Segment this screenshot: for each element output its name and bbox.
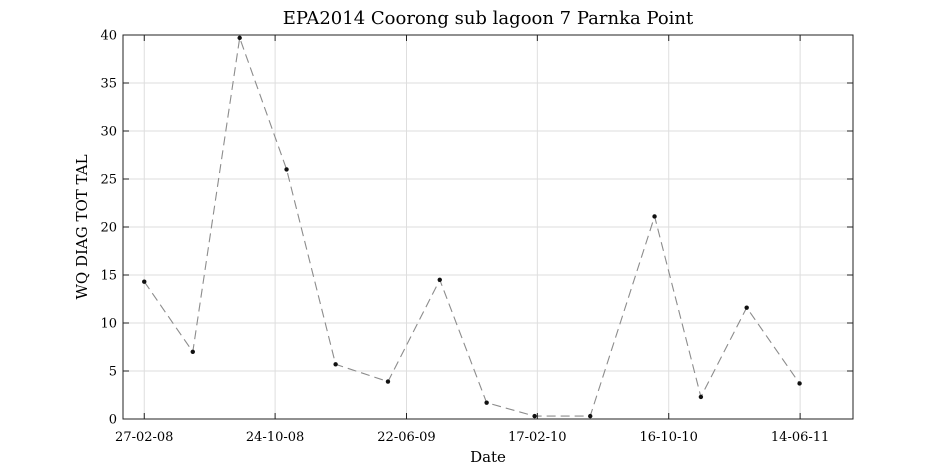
data-point bbox=[532, 413, 537, 419]
y-tick-label: 30 bbox=[100, 125, 117, 140]
y-tick-labels: 0 5 10 15 20 25 30 35 40 bbox=[100, 29, 117, 428]
y-tick-label: 0 bbox=[109, 413, 117, 428]
x-tick-label: 24-10-08 bbox=[246, 430, 304, 445]
y-tick-label: 40 bbox=[100, 29, 117, 44]
y-tick-label: 25 bbox=[100, 173, 117, 188]
x-tick-label: 14-06-11 bbox=[771, 430, 829, 445]
data-point bbox=[588, 413, 593, 419]
y-tick-label: 5 bbox=[109, 365, 117, 380]
y-axis-label: WQ DIAG TOT TAL bbox=[73, 154, 91, 299]
data-point bbox=[698, 394, 704, 400]
data-point bbox=[237, 35, 242, 41]
data-points bbox=[142, 35, 802, 419]
data-point bbox=[744, 305, 749, 310]
data-point bbox=[437, 277, 442, 282]
y-tick-label: 15 bbox=[100, 269, 117, 284]
data-point bbox=[284, 167, 289, 172]
data-point bbox=[652, 214, 657, 219]
y-tick-label: 35 bbox=[100, 77, 117, 92]
x-tick-labels: 27-02-08 24-10-08 22-06-09 17-02-10 16-10-10… bbox=[115, 430, 829, 445]
data-point bbox=[484, 400, 489, 405]
x-tick-label: 16-10-10 bbox=[640, 430, 698, 445]
grid-lines bbox=[123, 34, 853, 420]
x-tick-label: 27-02-08 bbox=[115, 430, 173, 445]
y-tick-label: 10 bbox=[100, 317, 117, 332]
data-point bbox=[142, 279, 147, 284]
axis-ticks bbox=[123, 34, 853, 420]
x-tick-label: 17-02-10 bbox=[508, 430, 566, 445]
series-line bbox=[143, 37, 801, 417]
data-point bbox=[797, 381, 802, 386]
data-point bbox=[190, 349, 195, 354]
data-point bbox=[333, 362, 338, 367]
x-axis-label: Date bbox=[470, 448, 506, 466]
x-tick-label: 22-06-09 bbox=[377, 430, 435, 445]
data-point bbox=[385, 379, 391, 384]
chart-title: EPA2014 Coorong sub lagoon 7 Parnka Poin… bbox=[283, 8, 694, 29]
y-tick-label: 20 bbox=[100, 221, 117, 236]
